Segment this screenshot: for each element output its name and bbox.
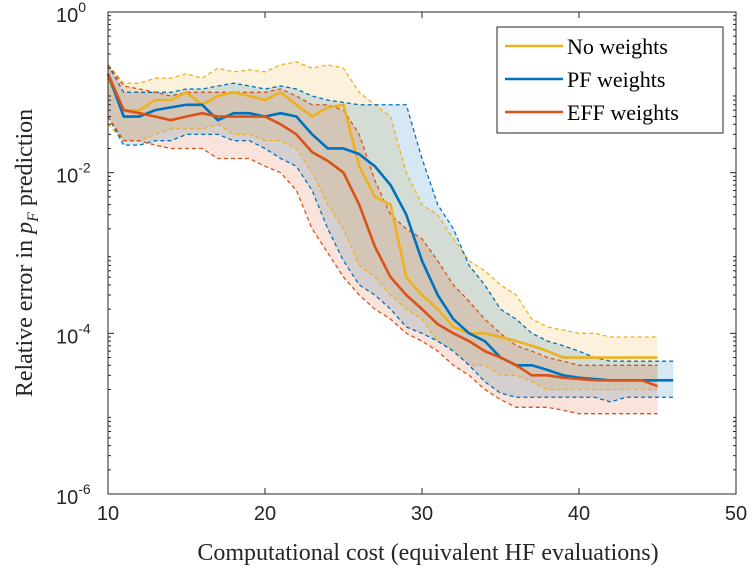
pf-weights-band xyxy=(108,64,674,402)
legend-label-pf-weights: PF weights xyxy=(567,67,665,92)
no-weights-band xyxy=(108,61,658,390)
x-axis-ticks: 10 20 30 40 50 xyxy=(97,12,747,525)
x-tick-label: 40 xyxy=(568,503,590,525)
pf-weights-lower-bound xyxy=(107,116,674,403)
no-weights-median-line xyxy=(106,77,658,359)
y-tick-exponent: -2 xyxy=(78,160,91,176)
x-tick-label: 30 xyxy=(411,503,433,525)
y-tick-label: 10-2 xyxy=(56,160,91,188)
y-axis-label: Relative error in pF prediction xyxy=(12,109,42,397)
x-tick-label: 50 xyxy=(725,503,747,525)
no-weights-upper-bound xyxy=(107,61,658,338)
error-bounds xyxy=(107,61,674,415)
y-tick-label: 10-4 xyxy=(56,320,91,348)
y-tick-base: 10 xyxy=(56,166,78,188)
legend: No weights PF weights EFF weights xyxy=(496,26,724,134)
eff-weights-lower-bound xyxy=(107,116,658,415)
x-tick-label: 20 xyxy=(254,503,276,525)
y-tick-label: 10-6 xyxy=(56,481,91,509)
y-axis-label-suffix: prediction xyxy=(12,109,38,212)
x-axis-label: Computational cost (equivalent HF evalua… xyxy=(197,540,658,566)
eff-weights-band xyxy=(108,64,658,414)
y-tick-base: 10 xyxy=(56,5,78,27)
y-axis-label-pf-sub: F xyxy=(25,212,42,223)
y-tick-base: 10 xyxy=(56,487,78,509)
x-tick-label: 10 xyxy=(97,503,119,525)
median-lines xyxy=(106,73,674,388)
y-axis-label-pf: p xyxy=(12,222,38,236)
error-bands xyxy=(108,61,674,414)
y-axis-label-prefix: Relative error in xyxy=(12,234,38,397)
no-weights-lower-bound xyxy=(107,123,658,391)
y-tick-exponent: -6 xyxy=(78,481,91,497)
eff-weights-median-line xyxy=(106,73,658,388)
y-tick-base: 10 xyxy=(56,326,78,348)
y-tick-exponent: -4 xyxy=(78,320,91,336)
y-tick-exponent: 0 xyxy=(78,0,86,15)
pf-weights-upper-bound xyxy=(107,64,674,362)
legend-label-eff-weights: EFF weights xyxy=(567,100,679,125)
y-tick-label: 100 xyxy=(56,0,86,27)
legend-label-no-weights: No weights xyxy=(567,34,668,59)
eff-weights-upper-bound xyxy=(107,64,658,366)
